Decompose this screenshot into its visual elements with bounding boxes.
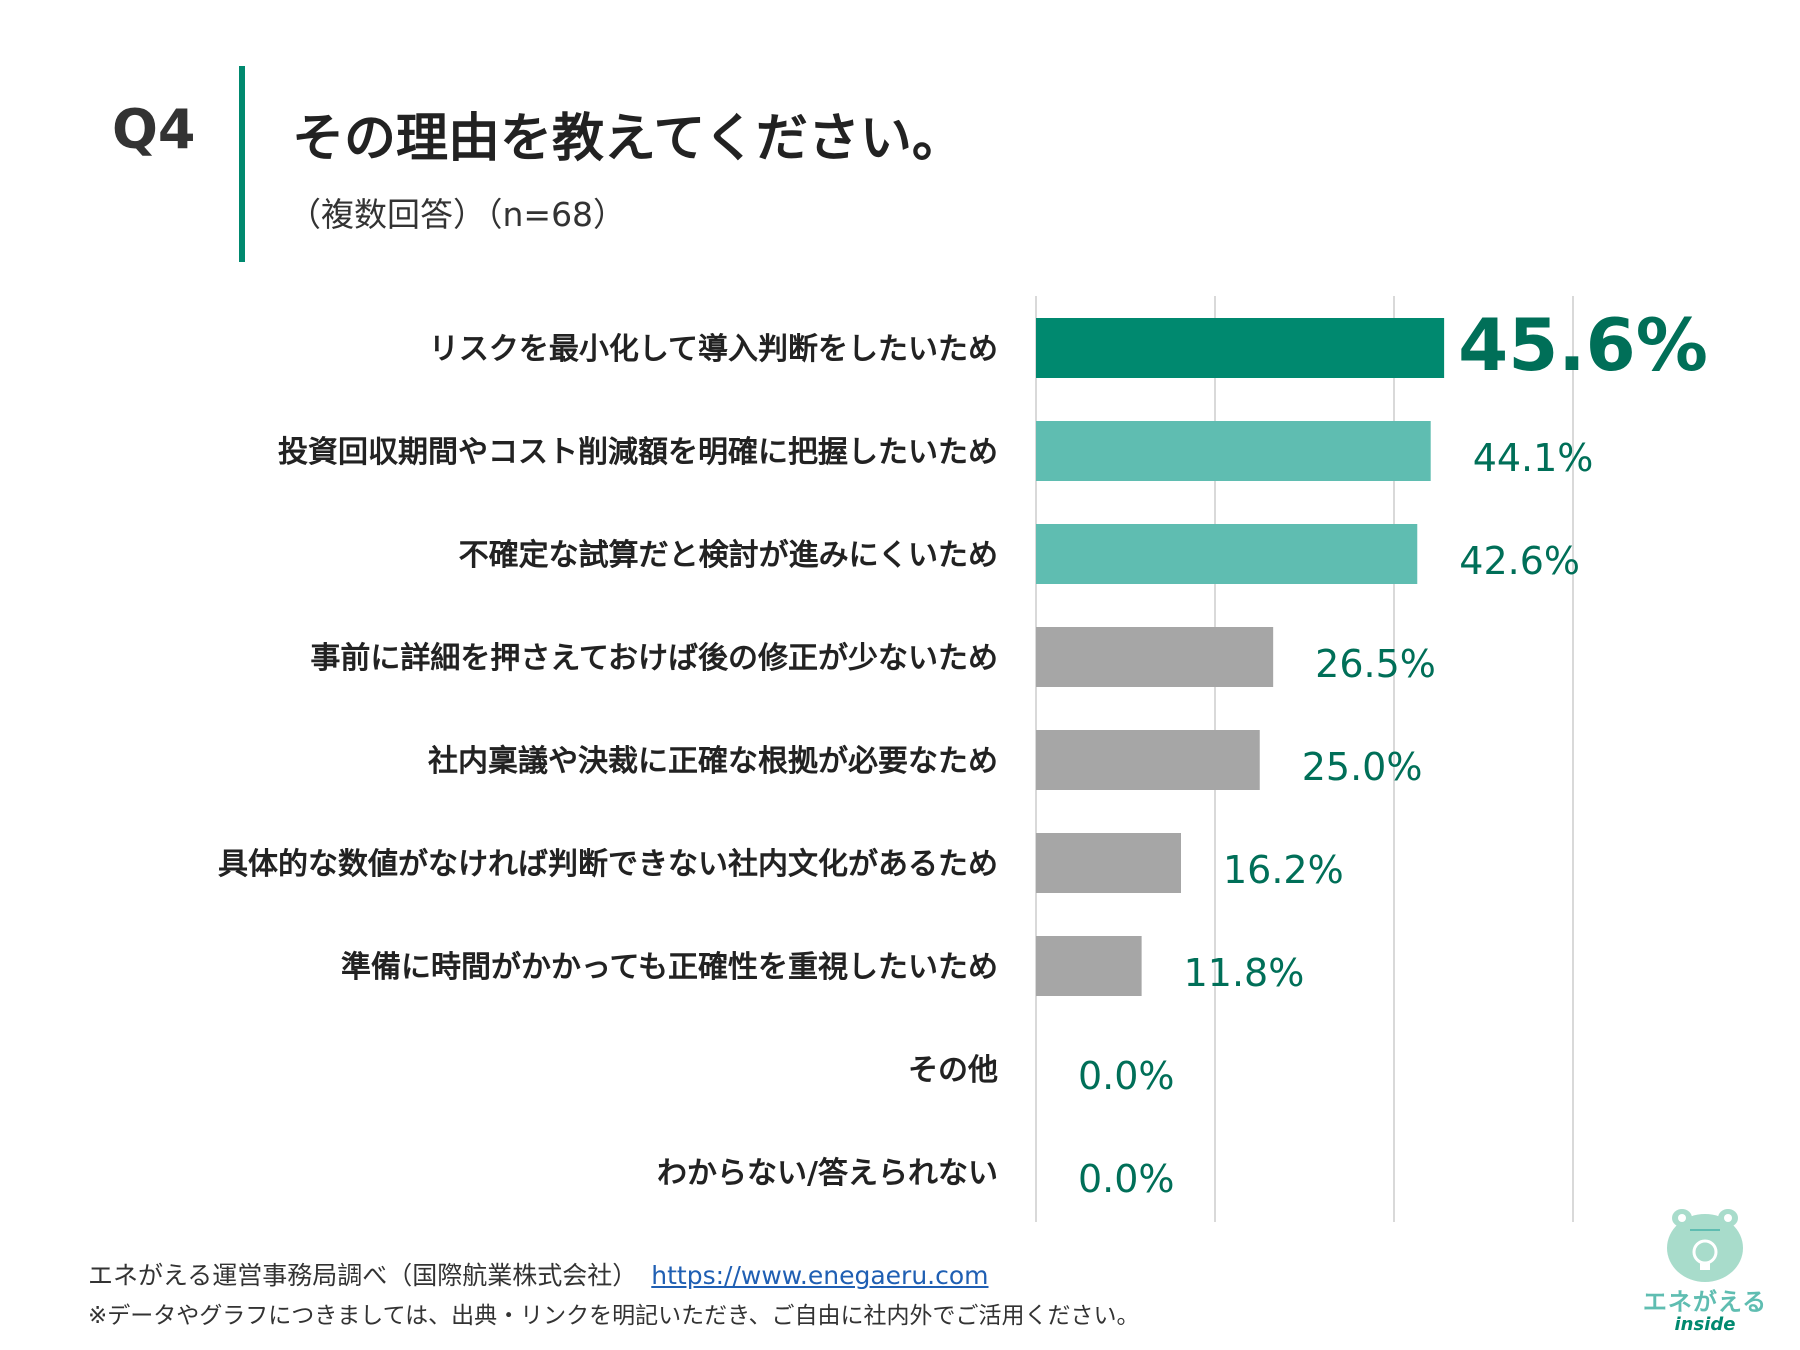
bar	[1036, 730, 1260, 790]
category-label: 具体的な数値がなければ判断できない社内文化があるため	[218, 847, 998, 882]
category-label: 事前に詳細を押さえておけば後の修正が少ないため	[310, 641, 998, 676]
bar	[1036, 421, 1431, 481]
category-label: 不確定な試算だと検討が進みにくいため	[459, 538, 998, 573]
value-label: 0.0%	[1078, 1157, 1175, 1201]
bar	[1036, 833, 1181, 893]
category-label: 社内稟議や決裁に正確な根拠が必要なため	[428, 744, 998, 779]
source-line: エネがえる運営事務局調べ（国際航業株式会社） https://www.enegae…	[88, 1256, 989, 1292]
bar-chart: リスクを最小化して導入判断をしたいため 45.6% 投資回収期間やコスト削減額を明確…	[218, 296, 1708, 1222]
header-divider	[239, 66, 245, 262]
value-label: 0.0%	[1078, 1054, 1175, 1098]
value-label: 26.5%	[1315, 642, 1436, 686]
usage-note: ※データやグラフにつきましては、出典・リンクを明記いただき、ご自由に社内外でご活…	[88, 1303, 1140, 1329]
category-label: その他	[908, 1053, 998, 1088]
value-label: 45.6%	[1458, 303, 1708, 387]
value-label: 44.1%	[1473, 436, 1594, 480]
value-label: 25.0%	[1302, 745, 1423, 789]
logo-text: エネがえる	[1642, 1288, 1768, 1316]
bar	[1036, 627, 1274, 687]
brand-logo: エネがえる inside	[1640, 1196, 1770, 1346]
category-label: 準備に時間がかかっても正確性を重視したいため	[341, 950, 998, 985]
bar	[1036, 524, 1418, 584]
bar	[1036, 318, 1445, 378]
source-text: エネがえる運営事務局調べ（国際航業株式会社）	[88, 1261, 638, 1290]
category-label: 投資回収期間やコスト削減額を明確に把握したいため	[278, 435, 998, 470]
logo-subtext: inside	[1674, 1314, 1736, 1335]
value-label: 42.6%	[1459, 539, 1580, 583]
source-link[interactable]: https://www.enegaeru.com	[651, 1261, 989, 1290]
page-subtitle: （複数回答）（n=68）	[288, 195, 627, 234]
value-label: 11.8%	[1184, 951, 1305, 995]
question-number: Q4	[112, 98, 196, 161]
bar	[1036, 936, 1142, 996]
category-label: リスクを最小化して導入判断をしたいため	[429, 332, 998, 367]
value-label: 16.2%	[1223, 848, 1344, 892]
category-label: わからない/答えられない	[657, 1156, 998, 1191]
logo-mascot-icon	[1667, 1209, 1743, 1282]
page-title: その理由を教えてください。	[292, 109, 964, 169]
